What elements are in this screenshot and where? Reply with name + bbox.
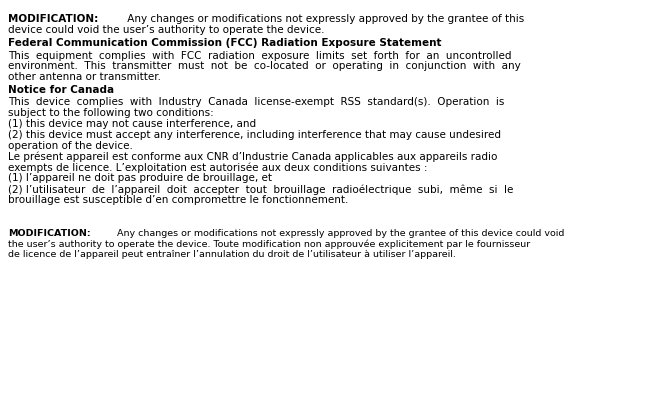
Text: de licence de l’appareil peut entraîner l’annulation du droit de l’utilisateur à: de licence de l’appareil peut entraîner …: [8, 250, 456, 259]
Text: Le présent appareil est conforme aux CNR d’Industrie Canada applicables aux appa: Le présent appareil est conforme aux CNR…: [8, 152, 497, 162]
Text: Federal Communication Commission (FCC) Radiation Exposure Statement: Federal Communication Commission (FCC) R…: [8, 38, 441, 48]
Text: MODIFICATION:: MODIFICATION:: [8, 229, 90, 237]
Text: This  device  complies  with  Industry  Canada  license-exempt  RSS  standard(s): This device complies with Industry Canad…: [8, 97, 504, 107]
Text: (1) this device may not cause interference, and: (1) this device may not cause interferen…: [8, 119, 256, 129]
Text: environment.  This  transmitter  must  not  be  co-located  or  operating  in  c: environment. This transmitter must not b…: [8, 61, 521, 71]
Text: other antenna or transmitter.: other antenna or transmitter.: [8, 72, 161, 82]
Text: (2) this device must accept any interference, including interference that may ca: (2) this device must accept any interfer…: [8, 130, 501, 140]
Text: (1) l’appareil ne doit pas produire de brouillage, et: (1) l’appareil ne doit pas produire de b…: [8, 173, 272, 183]
Text: Notice for Canada: Notice for Canada: [8, 85, 114, 95]
Text: subject to the following two conditions:: subject to the following two conditions:: [8, 108, 214, 118]
Text: the user’s authority to operate the device. Toute modification non approuvée exp: the user’s authority to operate the devi…: [8, 239, 530, 249]
Text: (2) l’utilisateur  de  l’appareil  doit  accepter  tout  brouillage  radioélectr: (2) l’utilisateur de l’appareil doit acc…: [8, 184, 513, 194]
Text: device could void the user’s authority to operate the device.: device could void the user’s authority t…: [8, 25, 324, 35]
Text: Any changes or modifications not expressly approved by the grantee of this devic: Any changes or modifications not express…: [115, 229, 565, 237]
Text: This  equipment  complies  with  FCC  radiation  exposure  limits  set  forth  f: This equipment complies with FCC radiati…: [8, 51, 511, 61]
Text: Any changes or modifications not expressly approved by the grantee of this: Any changes or modifications not express…: [124, 14, 525, 24]
Text: brouillage est susceptible d’en compromettre le fonctionnement.: brouillage est susceptible d’en comprome…: [8, 195, 348, 205]
Text: exempts de licence. L’exploitation est autorisée aux deux conditions suivantes :: exempts de licence. L’exploitation est a…: [8, 162, 427, 173]
Text: operation of the device.: operation of the device.: [8, 141, 133, 151]
Text: MODIFICATION:: MODIFICATION:: [8, 14, 98, 24]
